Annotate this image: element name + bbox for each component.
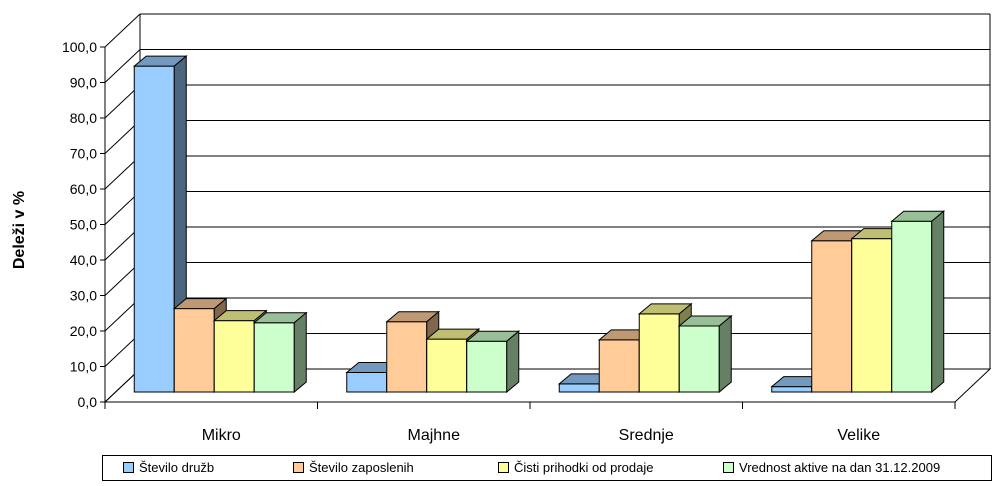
legend-swatch [498,462,509,473]
legend-item: Število družb [123,460,214,475]
y-tick-label: 60,0 [70,181,97,197]
y-tick-label: 90,0 [70,75,97,91]
legend-swatch [723,462,734,473]
y-tick-label: 70,0 [70,146,97,162]
legend-swatch [293,462,304,473]
x-category-label: Majhne [408,427,461,444]
legend-item: Čisti prihodki od prodaje [498,460,653,475]
y-axis-label: Deleži v % [11,191,28,269]
x-category-label: Mikro [202,427,241,444]
chart-walls [103,13,992,403]
x-category-label: Srednje [619,427,674,444]
legend-label: Vrednost aktive na dan 31.12.2009 [739,460,941,475]
y-tick-label: 100,0 [62,39,97,55]
bar [465,330,521,394]
y-tick-label: 0,0 [78,394,98,410]
legend-label: Število zaposlenih [309,460,414,475]
legend-swatch [123,462,134,473]
legend-label: Število družb [139,460,215,475]
legend-label: Čisti prihodki od prodaje [514,460,654,475]
bar [252,311,308,394]
x-axis-categories: Mikro Majhne Srednje Velike [202,427,881,444]
bar [890,210,946,394]
y-axis-ticks: 0,0 10,0 20,0 30,0 40,0 50,0 60,0 70,0 80,0 90,0 1… [62,39,956,410]
bar-chart: 0,0 10,0 20,0 30,0 40,0 50,0 60,0 70,0 80,0 90,0 1… [11,13,992,444]
chart-bars [132,55,946,394]
legend-item: Število zaposlenih [293,460,414,475]
y-tick-label: 80,0 [70,110,97,126]
legend-item: Vrednost aktive na dan 31.12.2009 [723,460,940,475]
chart-legend: Število družb Število zaposlenih Čisti pri… [102,455,992,481]
chart-floor [103,368,992,403]
bar [677,314,733,394]
y-tick-label: 10,0 [70,359,97,375]
y-tick-label: 40,0 [70,252,97,268]
y-tick-label: 30,0 [70,288,97,304]
x-category-label: Velike [837,427,880,444]
y-tick-label: 50,0 [70,217,97,233]
y-tick-label: 20,0 [70,323,97,339]
